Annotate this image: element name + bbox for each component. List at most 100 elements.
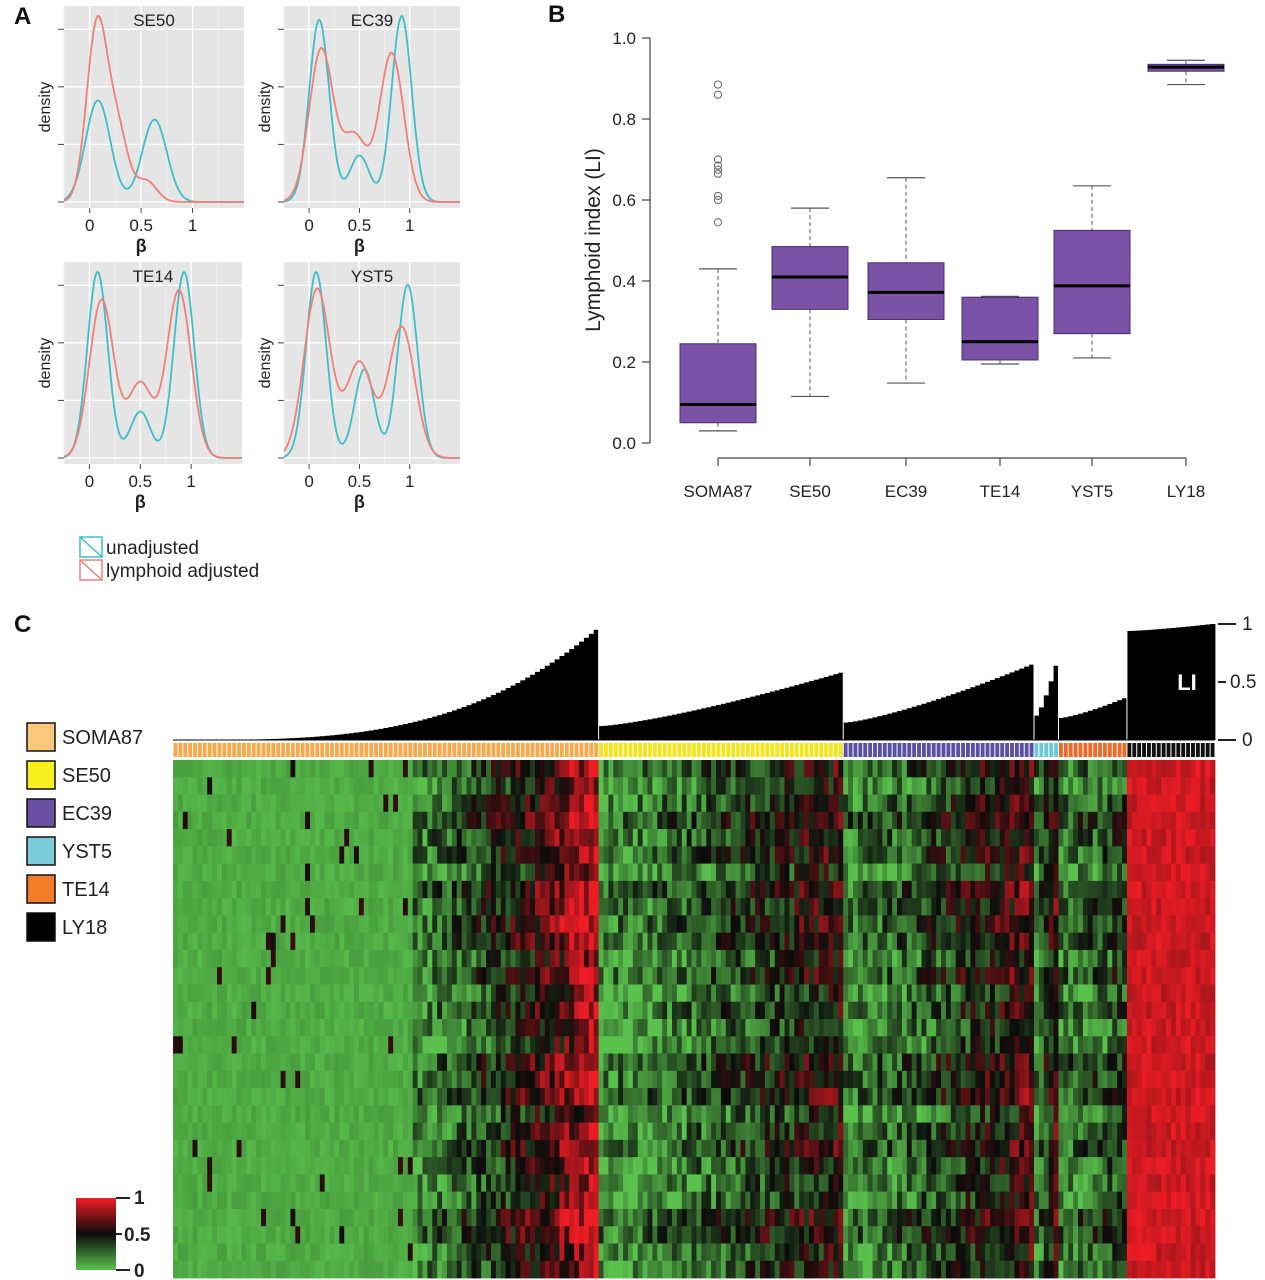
heatmap-cell (231, 1191, 237, 1210)
heatmap-cell (398, 1191, 404, 1210)
heatmap-cell (422, 1001, 428, 1020)
heatmap-cell (402, 984, 409, 1003)
heatmap-cell (564, 1139, 570, 1158)
heatmap-cell (177, 1226, 184, 1244)
heatmap-cell (324, 1226, 330, 1244)
li-bar (985, 681, 991, 740)
heatmap-cell (344, 1036, 350, 1054)
heatmap-cell (417, 1157, 423, 1175)
heatmap-cell (662, 1208, 668, 1227)
heatmap-cell (794, 811, 800, 830)
heatmap-cell (505, 1139, 511, 1158)
heatmap-cell (373, 1157, 379, 1175)
heatmap-cell (407, 1191, 414, 1210)
heatmap-cell (554, 1036, 560, 1054)
heatmap-cell (344, 949, 350, 968)
heatmap-cell (735, 777, 741, 795)
heatmap-cell (344, 880, 350, 899)
heatmap-cell (520, 1001, 526, 1020)
heatmap-cell (857, 1105, 864, 1123)
heatmap-cell (295, 777, 301, 795)
heatmap-cell (544, 932, 551, 951)
heatmap-cell (407, 1260, 414, 1279)
heatmap-cell (662, 915, 668, 934)
heatmap-cell (774, 1226, 781, 1244)
heatmap-cell (549, 1105, 555, 1123)
heatmap-cell (349, 1139, 355, 1158)
heatmap-cell (349, 1036, 355, 1054)
strip-cell (540, 743, 545, 757)
heatmap-cell (383, 915, 389, 934)
heatmap-cell (667, 1019, 673, 1037)
heatmap-cell (256, 932, 262, 951)
heatmap-cell (202, 915, 208, 934)
heatmap-cell (398, 1139, 404, 1158)
heatmap-cell (378, 1208, 384, 1227)
strip-cell (271, 743, 276, 757)
heatmap-cell (789, 1139, 795, 1158)
heatmap-cell (725, 811, 732, 830)
heatmap-cell (476, 898, 482, 916)
heatmap-cell (515, 1260, 521, 1279)
heatmap-cell (212, 984, 218, 1003)
heatmap-cell (427, 932, 433, 951)
heatmap-cell (745, 949, 751, 968)
heatmap-cell (358, 984, 365, 1003)
heatmap-cell (265, 967, 272, 985)
heatmap-cell (520, 1243, 526, 1262)
heatmap-cell (823, 1122, 829, 1141)
heatmap-cell (657, 1191, 663, 1210)
heatmap-cell (647, 932, 653, 951)
heatmap-cell (486, 777, 492, 795)
heatmap-cell (877, 1036, 883, 1054)
heatmap-cell (583, 1105, 590, 1123)
heatmap-cell (212, 777, 218, 795)
heatmap-cell (696, 1157, 702, 1175)
heatmap-cell (637, 1019, 644, 1037)
heatmap-cell (750, 1208, 756, 1227)
heatmap-cell (730, 1208, 736, 1227)
heatmap-cell (657, 811, 663, 830)
heatmap-cell (852, 1036, 859, 1054)
heatmap-cell (314, 1226, 321, 1244)
heatmap-cell (760, 1208, 766, 1227)
heatmap-cell (256, 1105, 262, 1123)
li-bar (417, 720, 423, 740)
heatmap-cell (388, 1174, 394, 1193)
heatmap-cell (207, 811, 213, 830)
heatmap-cell (676, 949, 683, 968)
heatmap-cell (852, 846, 859, 864)
heatmap-cell (608, 863, 614, 882)
heatmap-cell (481, 863, 487, 882)
heatmap-cell (490, 1157, 497, 1175)
heatmap-cell (877, 915, 883, 934)
heatmap-cell (613, 794, 619, 813)
strip-cell (750, 743, 755, 757)
heatmap-cell (701, 1019, 707, 1037)
heatmap-cell (603, 777, 609, 795)
heatmap-cell (481, 1019, 487, 1037)
heatmap-cell (251, 1226, 257, 1244)
heatmap-cell (515, 1070, 521, 1089)
heatmap-cell (486, 829, 492, 847)
heatmap-cell (779, 1191, 785, 1210)
li-bar (579, 641, 585, 740)
heatmap-cell (461, 1157, 467, 1175)
heatmap-cell (187, 1036, 193, 1054)
li-bar (490, 695, 497, 740)
heatmap-cell (525, 1001, 531, 1020)
heatmap-cell (662, 1105, 668, 1123)
li-bar (1078, 713, 1084, 740)
heatmap-cell (295, 1036, 301, 1054)
heatmap-cell (461, 1053, 467, 1072)
li-bar (1053, 665, 1059, 740)
heatmap-cell (583, 1157, 590, 1175)
heatmap-cell (221, 1001, 228, 1020)
heatmap-cell (398, 794, 404, 813)
strip-cell (853, 743, 858, 757)
heatmap-cell (872, 794, 878, 813)
heatmap-cell (275, 915, 282, 934)
heatmap-cell (706, 863, 712, 882)
heatmap-cell (794, 1139, 800, 1158)
heatmap-cell (755, 846, 761, 864)
